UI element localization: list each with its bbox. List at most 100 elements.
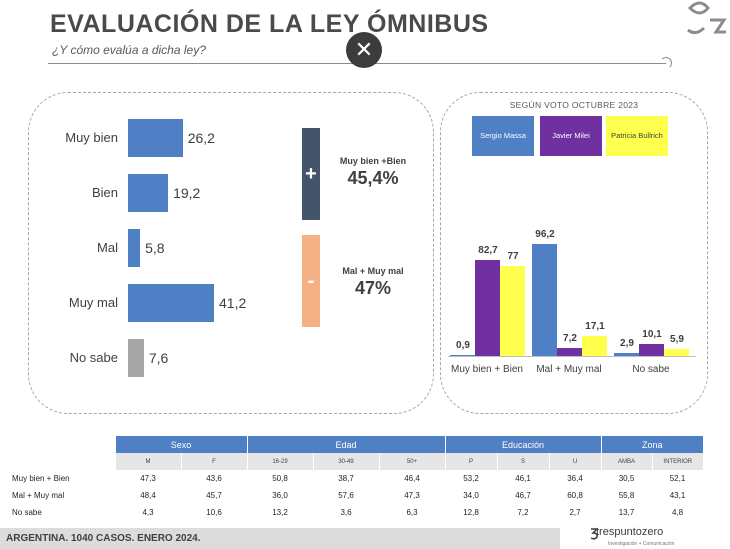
table-column-header: M xyxy=(114,453,181,470)
overall-panel xyxy=(28,92,434,414)
table-cell: 43,6 xyxy=(206,474,222,483)
table-cell: 4,3 xyxy=(142,508,154,517)
legend-massa: Sergio Massa xyxy=(472,116,534,156)
table-column-header: AMBA xyxy=(600,453,652,470)
bar-value-label: 5,8 xyxy=(145,240,165,256)
corner-logo-icon xyxy=(687,1,727,35)
legend-milei: Javier Milei xyxy=(540,116,602,156)
table-subheader-row: M F 16-29 30-49 50+ P S U AMBA INTERIOR xyxy=(8,453,703,470)
positive-value: 45,4% xyxy=(347,168,399,188)
grouped-bar-value-label: 0,9 xyxy=(456,339,470,351)
table-group-header: Educación xyxy=(444,436,601,453)
table-cell: 34,0 xyxy=(463,491,479,500)
table-cell: 45,7 xyxy=(206,491,222,500)
table-cell: 46,4 xyxy=(404,474,420,483)
table-cell: 13,7 xyxy=(618,508,635,517)
table-cell: 60,8 xyxy=(567,491,583,500)
table-group-header: Sexo xyxy=(114,436,247,453)
table-cell: 7,2 xyxy=(517,508,529,517)
table-cell: 6,3 xyxy=(406,508,418,517)
by-vote-panel xyxy=(440,92,708,414)
table-cell: 57,6 xyxy=(338,491,354,500)
table-corner-cell xyxy=(8,436,115,453)
footer-bar xyxy=(0,528,560,549)
table-row-label: No sabe xyxy=(12,508,42,517)
table-cell: 4,8 xyxy=(671,508,684,517)
negative-box: - xyxy=(302,235,320,327)
brand-logo-icon xyxy=(590,528,598,540)
grouped-bar-value-label: 17,1 xyxy=(585,321,605,333)
table-column-header: F xyxy=(180,453,247,470)
table-cell: 38,7 xyxy=(338,474,354,483)
bar-category-label: No sabe xyxy=(69,350,118,365)
table-column-header: 30-49 xyxy=(312,453,379,470)
table-cell: 30,5 xyxy=(618,474,635,483)
table-cell: 55,8 xyxy=(618,491,635,500)
page-subtitle: ¿Y cómo evalúa a dicha ley? xyxy=(52,43,206,57)
table-column-header: 50+ xyxy=(378,453,445,470)
grouped-bar xyxy=(614,352,639,356)
grouped-bar xyxy=(532,244,557,356)
negative-value: 47% xyxy=(354,278,392,298)
grouped-category-label: Mal + Muy mal xyxy=(536,364,602,375)
table-row: Muy bien + Bien 47,3 43,6 50,8 38,7 46,4 53,2 4… xyxy=(8,470,703,487)
bar xyxy=(128,229,141,267)
bar-value-label: 19,2 xyxy=(173,185,201,201)
grouped-bar xyxy=(582,336,607,356)
bar xyxy=(128,174,169,212)
table-cell: 50,8 xyxy=(272,474,288,483)
table-cell: 10,6 xyxy=(206,508,222,517)
bar-category-label: Muy bien xyxy=(65,130,118,145)
table-column-header: S xyxy=(496,453,549,470)
grouped-bar xyxy=(664,349,689,356)
bar-category-label: Mal xyxy=(97,240,118,255)
table-row-label: Mal + Muy mal xyxy=(12,491,65,500)
grouped-bar-value-label: 96,2 xyxy=(535,229,555,240)
crosstab-table: Sexo Edad Educación Zona M F 16-29 30-49 50+ P S U A… xyxy=(8,436,703,521)
grouped-bar xyxy=(639,344,664,356)
grouped-bar-value-label: 2,9 xyxy=(620,337,634,349)
table-cell: 47,3 xyxy=(140,474,156,483)
table-column-header: P xyxy=(444,453,497,470)
table-cell: 48,4 xyxy=(140,491,156,500)
table-group-row: Sexo Edad Educación Zona xyxy=(8,436,703,453)
rule-end-ornament xyxy=(660,57,672,69)
table-row-label: Muy bien + Bien xyxy=(12,474,70,483)
grouped-bar-value-label: 7,2 xyxy=(563,332,577,344)
table-cell: 53,2 xyxy=(463,474,479,483)
bar-value-label: 7,6 xyxy=(148,350,169,366)
brand-tagline: Investigación + Comunicación xyxy=(608,541,675,547)
grouped-category-label: Muy bien + Bien xyxy=(451,364,523,375)
positive-box: + xyxy=(302,128,320,220)
bar xyxy=(128,284,214,322)
table-row: No sabe 4,3 10,6 13,2 3,6 6,3 12,8 7,2 2,7 13,7 4,… xyxy=(8,504,703,521)
bar-category-label: Bien xyxy=(91,185,118,200)
by-vote-title: SEGÚN VOTO OCTUBRE 2023 xyxy=(509,100,639,110)
table-cell: 46,7 xyxy=(515,491,531,500)
table-row: Mal + Muy mal 48,4 45,7 36,0 57,6 47,3 34,0 46,… xyxy=(8,487,703,504)
close-button[interactable]: ✕ xyxy=(346,32,382,68)
table-column-header: 16-29 xyxy=(246,453,313,470)
grouped-category-label: No sabe xyxy=(632,364,670,375)
grouped-bar-value-label: 82,7 xyxy=(478,244,498,256)
bar-value-label: 41,2 xyxy=(219,295,247,311)
grouped-bar xyxy=(475,259,500,356)
legend-bullrich: Patricia Bullrich xyxy=(606,116,668,156)
negative-label: Mal + Muy mal xyxy=(342,266,404,276)
table-cell: 3,6 xyxy=(340,508,352,517)
table-column-header: INTERIOR xyxy=(651,453,703,470)
table-cell: 43,1 xyxy=(669,491,686,500)
x-axis-line xyxy=(448,356,696,357)
footer-text: ARGENTINA. 1040 CASOS. ENERO 2024. xyxy=(6,533,201,544)
bar-value-label: 26,2 xyxy=(187,130,215,146)
grouped-bar-value-label: 10,1 xyxy=(642,329,662,341)
table-column-header: U xyxy=(548,453,601,470)
table-cell: 36,4 xyxy=(567,474,583,483)
table-group-header: Zona xyxy=(600,436,703,453)
bar xyxy=(128,119,183,157)
positive-label: Muy bien +Bien xyxy=(339,156,407,166)
bar xyxy=(128,339,144,377)
grouped-bar xyxy=(557,347,582,356)
table-cell: 52,1 xyxy=(669,474,686,483)
table-cell: 2,7 xyxy=(569,508,581,517)
